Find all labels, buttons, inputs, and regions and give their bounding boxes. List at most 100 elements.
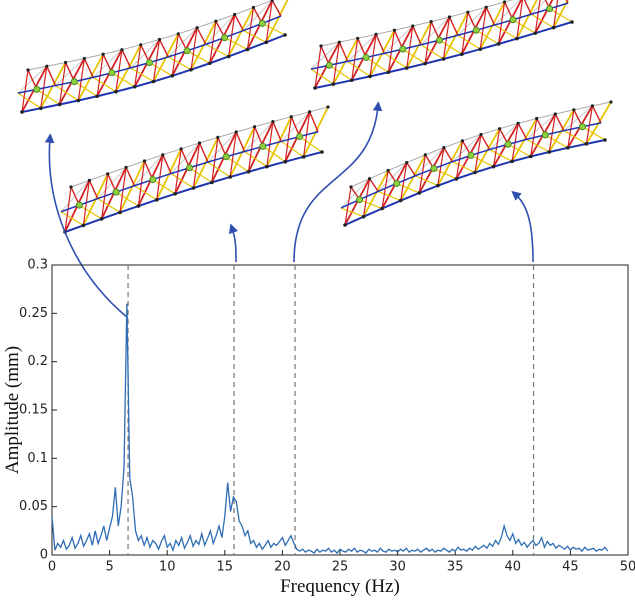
- truss-node: [149, 176, 157, 184]
- truss-member: [244, 150, 268, 168]
- truss-node: [551, 25, 556, 30]
- truss-node: [447, 15, 452, 19]
- truss-node: [151, 79, 156, 84]
- truss-node: [57, 102, 62, 107]
- truss-member: [36, 88, 60, 105]
- truss-node: [411, 24, 415, 28]
- truss-node: [70, 78, 78, 86]
- truss-node: [349, 185, 353, 189]
- y-tick-label: 0.1: [27, 451, 48, 466]
- truss-node: [313, 86, 317, 90]
- truss-node: [473, 170, 477, 175]
- truss-node: [325, 61, 333, 69]
- truss-node: [208, 61, 212, 66]
- truss-node: [179, 147, 183, 151]
- truss-node: [106, 172, 110, 176]
- truss-node: [173, 192, 177, 196]
- truss-member: [433, 167, 457, 180]
- truss-node: [87, 178, 91, 182]
- truss-node: [222, 153, 230, 161]
- truss-node: [183, 47, 191, 55]
- x-tick-label: 15: [217, 560, 234, 575]
- truss-node: [101, 52, 105, 56]
- truss-node: [191, 186, 196, 190]
- truss-member: [399, 154, 427, 201]
- truss-member: [494, 24, 518, 40]
- truss-node: [226, 54, 231, 59]
- arrow: [293, 101, 383, 263]
- truss-node: [216, 135, 220, 139]
- truss-member: [412, 25, 422, 45]
- truss-member: [439, 39, 463, 55]
- truss-member: [134, 185, 158, 201]
- truss-member: [526, 138, 550, 153]
- truss-node: [479, 132, 483, 137]
- x-tick-label: 35: [447, 560, 464, 575]
- truss-member: [280, 140, 304, 158]
- truss-member: [591, 105, 602, 124]
- truss-member: [205, 43, 229, 58]
- truss-node: [343, 223, 347, 227]
- truss-member: [55, 85, 79, 101]
- truss-node: [264, 40, 269, 45]
- truss-node: [546, 5, 554, 13]
- truss-node: [510, 159, 514, 164]
- truss-node: [45, 64, 49, 68]
- truss-node: [572, 108, 576, 112]
- truss-node: [210, 180, 214, 185]
- truss-node: [584, 142, 589, 146]
- truss-node: [386, 168, 390, 173]
- truss-member: [340, 207, 364, 218]
- truss-node: [301, 155, 306, 159]
- truss-node: [146, 59, 153, 67]
- truss-member: [485, 6, 496, 26]
- truss-node: [283, 159, 288, 164]
- truss-node: [308, 110, 312, 114]
- truss-node: [233, 12, 237, 17]
- truss-member: [299, 136, 323, 153]
- truss-node: [337, 40, 341, 44]
- truss-node: [367, 177, 372, 181]
- truss-node: [221, 34, 229, 42]
- truss-member: [563, 130, 587, 145]
- truss-node: [515, 36, 519, 41]
- truss-node: [436, 183, 440, 188]
- truss-member: [310, 68, 334, 85]
- truss-member: [377, 190, 401, 202]
- truss-node: [296, 133, 304, 141]
- truss-member: [338, 41, 349, 62]
- truss-member: [362, 178, 371, 217]
- truss-node: [467, 151, 475, 159]
- truss-member: [92, 76, 117, 93]
- truss-node: [535, 116, 539, 121]
- x-tick-label: 50: [620, 560, 635, 575]
- truss-member: [457, 34, 481, 50]
- truss-node: [81, 223, 86, 228]
- truss-member: [347, 60, 371, 77]
- truss-node: [609, 100, 613, 104]
- truss-member: [261, 22, 286, 36]
- truss-node: [374, 32, 378, 36]
- truss-node: [442, 146, 446, 150]
- truss-member: [320, 45, 330, 66]
- truss-node: [20, 110, 24, 114]
- truss-node: [541, 131, 549, 139]
- truss-node: [356, 196, 364, 204]
- truss-node: [478, 47, 483, 51]
- truss-member: [271, 0, 282, 17]
- truss-member: [448, 16, 459, 36]
- truss-member: [121, 49, 132, 69]
- truss-member: [359, 199, 383, 210]
- truss-member: [235, 131, 246, 152]
- truss-member: [158, 39, 169, 58]
- x-tick-label: 30: [389, 560, 406, 575]
- truss-node: [368, 74, 372, 79]
- truss-node: [423, 61, 427, 66]
- truss-node: [603, 138, 607, 142]
- truss-member: [565, 0, 569, 4]
- truss-node: [547, 150, 552, 154]
- truss-member: [470, 154, 494, 168]
- truss-member: [225, 156, 249, 173]
- truss-node: [441, 57, 446, 61]
- truss-node: [38, 106, 43, 111]
